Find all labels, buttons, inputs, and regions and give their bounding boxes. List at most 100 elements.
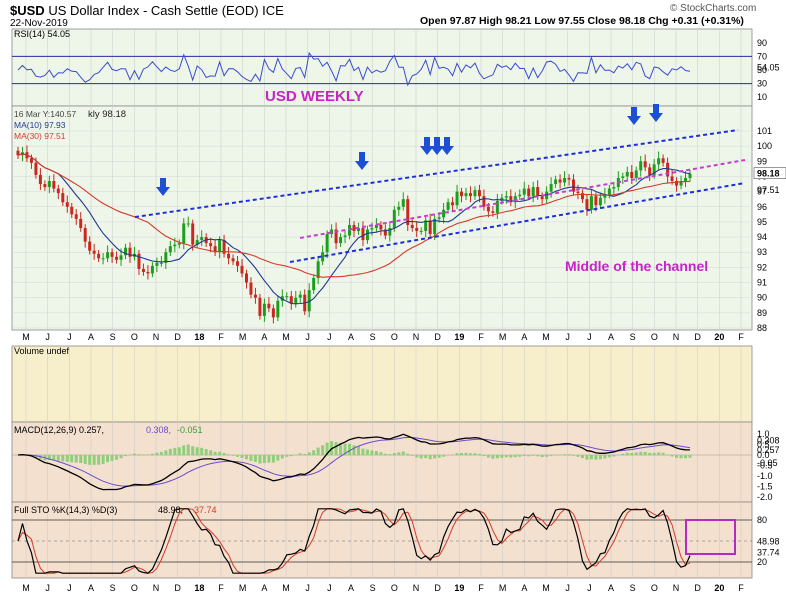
x-tick-label-lower: A <box>88 583 94 593</box>
candle-body <box>652 164 656 175</box>
x-tick-label-lower: O <box>651 583 658 593</box>
candle-body <box>231 258 235 262</box>
price-legend-info: 16 Mar Y:140.57 <box>14 109 76 119</box>
sto-last-1: 48.98 <box>757 537 780 547</box>
candle-body <box>679 181 683 186</box>
candle-body <box>52 181 56 189</box>
macd-histogram-bar <box>679 455 683 459</box>
macd-tick-label: -2.0 <box>757 492 773 502</box>
macd-histogram-bar <box>572 455 576 456</box>
x-tick-label-upper: S <box>630 332 636 342</box>
candle-body <box>554 179 558 185</box>
candle-body <box>307 290 311 312</box>
x-tick-label-lower: D <box>174 583 181 593</box>
candle-body <box>643 161 647 168</box>
macd-histogram-bar <box>110 455 114 461</box>
macd-histogram-bar <box>222 453 226 456</box>
macd-histogram-bar <box>159 451 163 456</box>
macd-histogram-bar <box>200 447 204 456</box>
x-tick-label-lower: M <box>542 583 550 593</box>
candle-body <box>110 252 114 257</box>
x-tick-label-lower: F <box>478 583 484 593</box>
candle-body <box>545 191 549 200</box>
macd-histogram-bar <box>424 455 428 459</box>
copyright-label: © StockCharts.com <box>670 3 757 14</box>
macd-histogram-bar <box>356 446 360 456</box>
candle-body <box>589 196 593 210</box>
macd-histogram-bar <box>115 455 119 460</box>
macd-histogram-bar <box>74 455 78 463</box>
macd-histogram-bar <box>675 455 679 458</box>
x-tick-label-upper: M <box>499 332 507 342</box>
candle-body <box>177 243 181 245</box>
rsi-tick-label: 70 <box>757 51 767 61</box>
price-tick-label: 100 <box>757 141 772 151</box>
candle-body <box>491 211 495 213</box>
x-tick-label-lower: M <box>22 583 30 593</box>
rsi-panel <box>11 28 753 107</box>
macd-histogram-bar <box>379 452 383 456</box>
price-legend-line: kly 98.18 <box>88 109 126 120</box>
candle-body <box>258 297 262 316</box>
candle-body <box>38 174 42 185</box>
candle-body <box>513 196 517 203</box>
macd-histogram-bar <box>621 453 625 456</box>
candle-body <box>276 300 280 318</box>
candle-body <box>298 294 302 298</box>
down-arrow-icon <box>355 152 369 170</box>
price-tick-label: 101 <box>757 126 772 136</box>
candle-body <box>267 303 271 309</box>
candle-body <box>343 235 347 238</box>
macd-histogram-bar <box>97 455 101 465</box>
macd-last-3: -0.05 <box>757 458 778 468</box>
macd-histogram-bar <box>401 451 405 456</box>
macd-histogram-bar <box>576 455 580 457</box>
macd-histogram-bar <box>531 455 535 456</box>
macd-histogram-bar <box>630 452 634 456</box>
candle-body <box>159 262 163 264</box>
channel-mid-line <box>299 159 746 239</box>
macd-histogram-bar <box>661 452 665 456</box>
candle-body <box>271 308 275 318</box>
macd-histogram-bar <box>79 455 83 464</box>
candle-body <box>415 227 419 232</box>
annotation-middle-channel: Middle of the channel <box>565 258 708 274</box>
macd-histogram-bar <box>146 454 150 456</box>
macd-histogram-bar <box>388 454 392 456</box>
price-tick-label: 88 <box>757 323 767 333</box>
macd-histogram-bar <box>209 450 213 456</box>
candle-body <box>634 170 638 178</box>
macd-histogram-bar <box>563 454 567 456</box>
candle-body <box>361 227 365 241</box>
macd-histogram-bar <box>218 451 222 456</box>
candle-body <box>464 193 468 197</box>
candle-body <box>218 240 222 253</box>
x-tick-label-upper: F <box>478 332 484 342</box>
candle-body <box>334 229 338 244</box>
macd-histogram-bar <box>598 455 602 460</box>
macd-last-1: 0.257 <box>757 445 780 455</box>
candle-body <box>339 237 343 244</box>
macd-histogram-bar <box>518 455 522 457</box>
macd-histogram-bar <box>321 445 325 456</box>
down-arrow-icon <box>420 137 434 155</box>
macd-histogram-bar <box>428 455 432 460</box>
down-arrow-icon <box>440 137 454 155</box>
macd-histogram-bar <box>65 455 69 462</box>
macd-tick-label: 0.0 <box>757 450 770 460</box>
x-tick-label-upper: 18 <box>194 332 204 342</box>
macd-histogram-bar <box>513 455 517 458</box>
macd-histogram-bar <box>124 455 128 457</box>
macd-histogram-bar <box>280 455 284 459</box>
last-price-label: 98.18 <box>757 169 780 179</box>
candle-body <box>509 196 513 203</box>
macd-histogram-bar <box>451 454 455 456</box>
last-price-box <box>753 167 786 179</box>
macd-histogram-bar <box>491 455 495 459</box>
candle-body <box>522 188 526 195</box>
x-tick-label-upper: A <box>521 332 527 342</box>
down-arrow-icon <box>627 107 641 125</box>
x-tick-label-upper: D <box>694 332 701 342</box>
sto-k-line <box>17 508 691 574</box>
price-tick-label: 91 <box>757 278 767 288</box>
